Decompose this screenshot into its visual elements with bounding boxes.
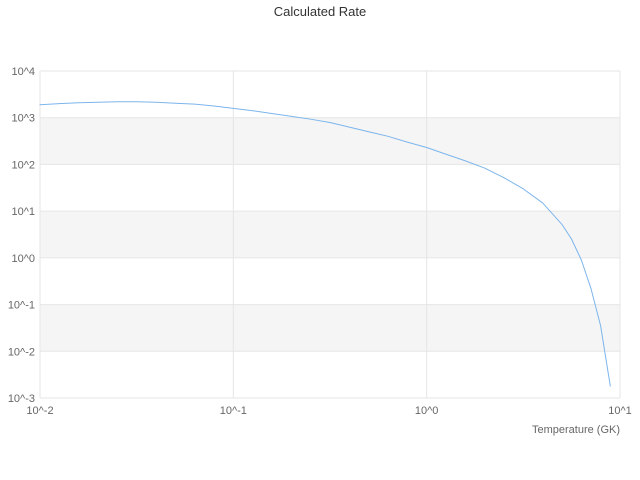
x-tick-label: 10^-2	[26, 405, 53, 417]
rate-series-line	[39, 101, 611, 387]
x-tick-label: 10^1	[608, 405, 632, 417]
x-tick-label: 10^-1	[220, 405, 247, 417]
y-tick-label: 10^-2	[8, 346, 35, 358]
plot-band	[40, 304, 620, 352]
x-axis-title: Temperature (GK)	[531, 424, 620, 436]
y-tick-label: 10^0	[11, 253, 35, 265]
plot-band	[40, 117, 620, 165]
y-tick-label: 10^4	[11, 66, 35, 78]
y-tick-label: 10^1	[11, 206, 35, 218]
y-tick-label: 10^-3	[8, 393, 35, 405]
y-tick-label: 10^-1	[8, 300, 35, 312]
plot-band	[40, 211, 620, 258]
y-tick-label: 10^3	[11, 113, 35, 125]
y-tick-label: 10^2	[11, 159, 35, 171]
x-tick-label: 10^0	[415, 405, 439, 417]
chart-title: Calculated Rate	[273, 4, 367, 19]
